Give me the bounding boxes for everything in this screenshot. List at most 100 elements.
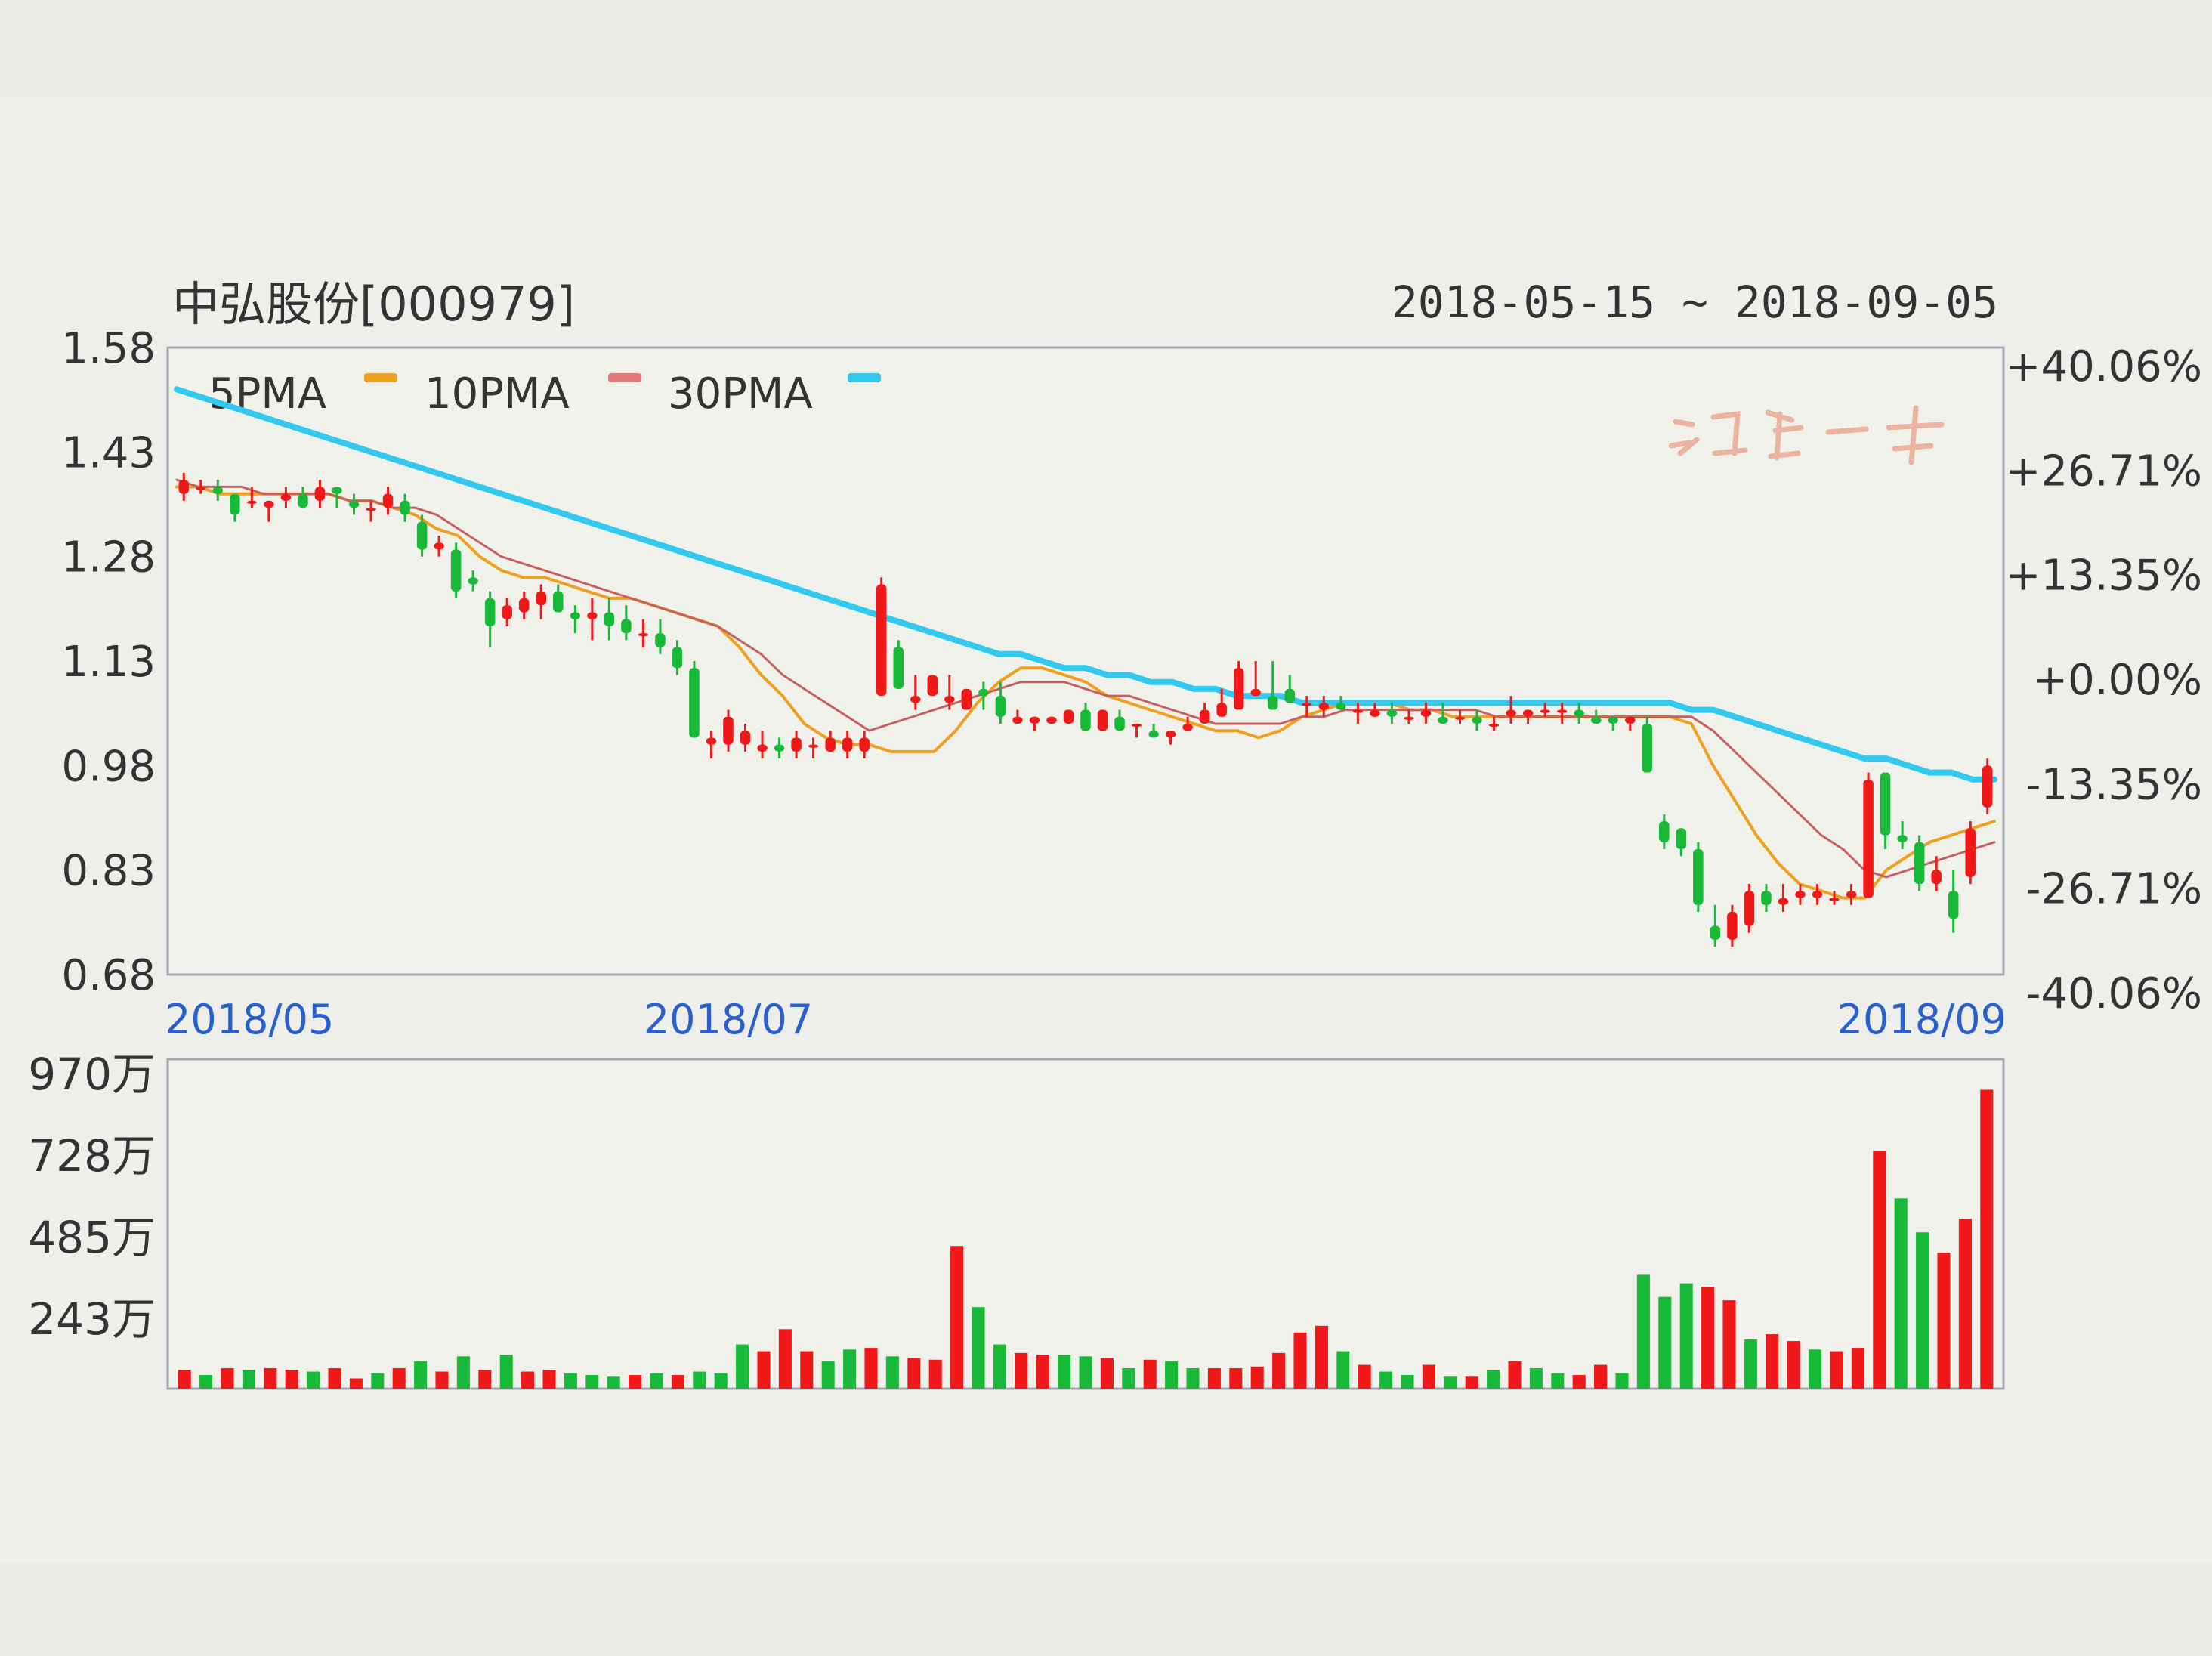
candle-body xyxy=(842,737,853,752)
candle-body xyxy=(230,493,240,515)
volume-bar xyxy=(564,1373,577,1389)
volume-bar xyxy=(1165,1361,1179,1389)
candle-body xyxy=(536,591,547,606)
candle-body xyxy=(1336,703,1346,710)
candle-body xyxy=(1574,709,1584,717)
price-plot-area xyxy=(166,346,2005,976)
volume-bar xyxy=(456,1356,470,1389)
candle-body xyxy=(246,500,258,504)
candle-body xyxy=(348,500,360,508)
volume-bar xyxy=(1851,1348,1864,1389)
candle-body xyxy=(1624,716,1636,724)
chart-title: 中弘股份[000979] xyxy=(172,277,575,332)
ma-line-10pma xyxy=(175,478,1996,879)
volume-bar xyxy=(714,1373,728,1389)
volume-bar xyxy=(1036,1355,1049,1389)
volume-bar xyxy=(800,1351,814,1389)
price-tick-label: 0.68 xyxy=(61,951,156,1000)
volume-bar xyxy=(864,1348,878,1389)
candle-body xyxy=(382,493,394,508)
volume-bar xyxy=(1250,1366,1264,1389)
candle-body xyxy=(672,647,683,669)
candlesticks xyxy=(178,473,1993,947)
candle-body xyxy=(1454,716,1466,720)
volume-bar xyxy=(307,1371,320,1389)
percent-tick-label: -26.71% xyxy=(2025,865,2202,914)
volume-tick-label: 485万 xyxy=(28,1212,156,1263)
candle-body xyxy=(1302,703,1312,706)
candle-body xyxy=(298,493,308,508)
candle-body xyxy=(1080,709,1091,731)
volume-bar xyxy=(521,1371,535,1389)
volume-bar xyxy=(1572,1375,1586,1389)
volume-bar xyxy=(221,1368,234,1389)
volume-bar xyxy=(178,1370,191,1389)
candle-body xyxy=(366,508,376,511)
percent-tick-label: +13.35% xyxy=(2006,551,2202,601)
candle-body xyxy=(1693,849,1704,905)
volume-bar xyxy=(1293,1332,1307,1389)
candle-body xyxy=(1727,912,1738,940)
candle-body xyxy=(1676,828,1687,849)
volume-bar xyxy=(1615,1373,1629,1389)
volume-tick-label: 243万 xyxy=(28,1293,156,1345)
top-margin xyxy=(0,0,2212,97)
candle-body xyxy=(468,577,478,585)
candle-body xyxy=(1352,709,1364,713)
volume-bar xyxy=(1679,1283,1693,1389)
volume-bar xyxy=(414,1361,428,1389)
candle-body xyxy=(961,688,972,710)
candle-body xyxy=(774,744,785,752)
candle-body xyxy=(332,487,342,494)
volume-bar xyxy=(264,1368,277,1389)
volume-bar xyxy=(928,1359,942,1389)
candle-body xyxy=(1029,716,1040,724)
volume-bar xyxy=(1015,1352,1028,1389)
volume-bar xyxy=(1143,1359,1157,1389)
volume-bar xyxy=(993,1344,1006,1389)
legend: 5PMA 10PMA 30PMA xyxy=(209,369,881,419)
candle-body xyxy=(1812,891,1823,898)
candle-body xyxy=(416,521,428,550)
candle-body xyxy=(757,744,768,752)
percent-tick-label: -40.06% xyxy=(2025,969,2202,1018)
candle-body xyxy=(1914,842,1925,885)
candle-body xyxy=(1199,709,1210,724)
volume-bar xyxy=(478,1370,492,1389)
volume-bar xyxy=(1487,1370,1500,1389)
volume-bar xyxy=(242,1370,255,1389)
candle-body xyxy=(434,542,444,550)
volume-bar xyxy=(693,1371,706,1389)
candle-body xyxy=(484,598,496,626)
candle-body xyxy=(638,633,649,637)
candle-body xyxy=(518,598,530,613)
price-tick-label: 1.58 xyxy=(61,324,156,373)
candle-body xyxy=(502,605,512,619)
price-tick-label: 1.43 xyxy=(61,428,156,477)
candle-body xyxy=(978,688,989,697)
candle-body xyxy=(1216,703,1227,717)
candle-body xyxy=(791,737,802,752)
candle-body xyxy=(1795,891,1806,898)
legend-swatch-10pma xyxy=(608,373,641,382)
volume-bar xyxy=(843,1349,857,1389)
candle-body xyxy=(400,500,410,515)
candle-body xyxy=(1540,709,1550,713)
candle-body xyxy=(1046,716,1057,724)
volume-bar xyxy=(1058,1355,1071,1389)
volume-bar xyxy=(1658,1296,1672,1389)
volume-bar xyxy=(1358,1364,1371,1389)
legend-label-30pma: 30PMA xyxy=(668,369,813,419)
volume-bar xyxy=(1873,1151,1886,1389)
candle-body xyxy=(740,731,751,745)
candle-body xyxy=(1965,828,1976,877)
candle-body xyxy=(1420,709,1432,717)
candle-body xyxy=(1982,765,1993,808)
candle-body xyxy=(1182,724,1193,731)
ma-line-30pma xyxy=(174,386,1997,783)
volume-bar xyxy=(607,1376,620,1389)
candle-body xyxy=(314,487,326,501)
candle-body xyxy=(1012,716,1023,724)
date-tick-label: 2018/09 xyxy=(1837,996,2007,1043)
volume-bar xyxy=(1186,1368,1200,1389)
